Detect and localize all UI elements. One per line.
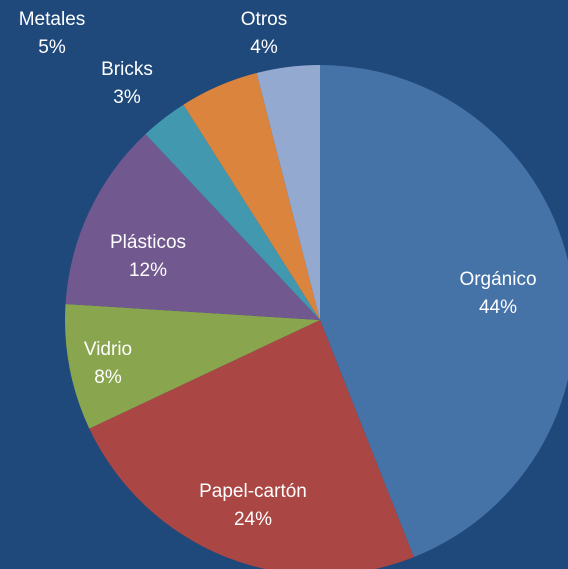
slice-value-label: 3% (113, 87, 141, 108)
slice-label: Papel-cartón (199, 481, 307, 502)
pie-slice (65, 134, 321, 320)
slice-value-label: 44% (479, 297, 517, 318)
slice-label: Vidrio (84, 339, 132, 360)
slice-value-label: 8% (94, 367, 122, 388)
slice-label: Orgánico (459, 269, 536, 290)
slice-label: Plásticos (110, 232, 186, 253)
slice-value-label: 5% (38, 37, 66, 58)
pie-slice (183, 73, 320, 320)
slice-value-label: 24% (234, 509, 272, 530)
slice-label: Metales (19, 9, 86, 30)
slice-value-label: 4% (250, 37, 278, 58)
pie-slice (145, 104, 320, 320)
pie-slice (64, 303, 320, 429)
slice-label: Otros (241, 9, 287, 30)
slice-value-label: 12% (129, 260, 167, 281)
slice-label: Bricks (101, 59, 153, 80)
pie-slice (89, 320, 414, 569)
pie-slice (256, 65, 320, 320)
pie-slice (320, 65, 568, 558)
